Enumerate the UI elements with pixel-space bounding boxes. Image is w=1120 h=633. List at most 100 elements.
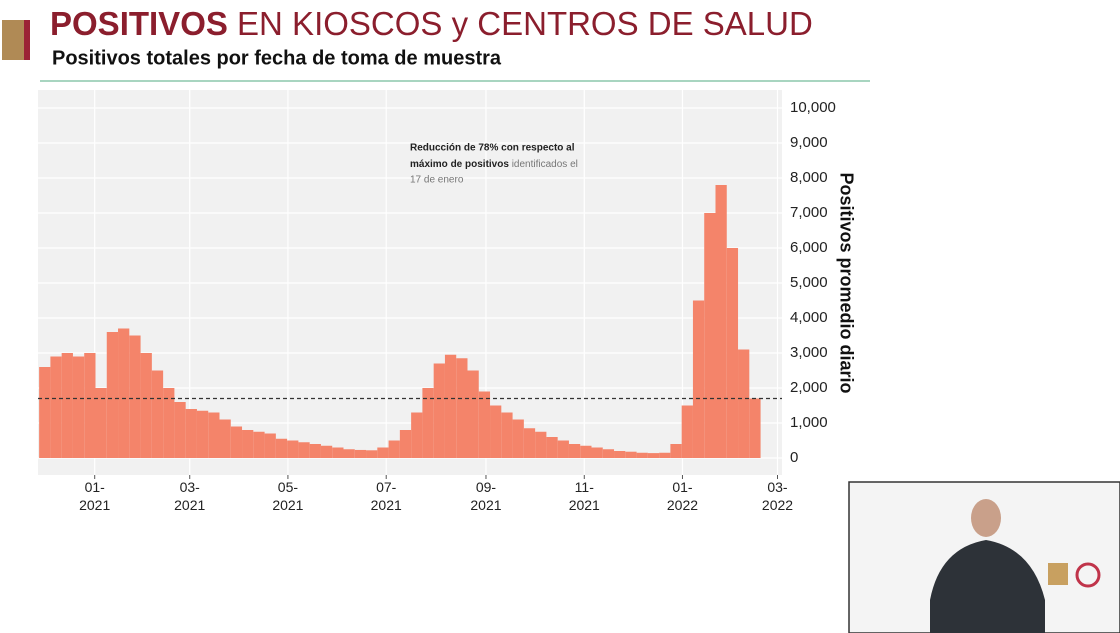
bar xyxy=(568,444,581,458)
bar xyxy=(242,430,254,458)
video-inset xyxy=(848,481,1120,633)
bar xyxy=(129,335,141,458)
bar xyxy=(512,419,524,458)
x-tick-label: 07-2021 xyxy=(371,479,402,513)
x-tick-label: 01-2022 xyxy=(667,479,698,513)
axes: 0 1,000 2,000 3,000 4,000 5,000 6,000 7,000 8,00… xyxy=(79,99,836,513)
y-tick-label: 3,000 xyxy=(790,344,828,361)
bar xyxy=(456,358,468,458)
x-tick-label: 03-2021 xyxy=(174,479,205,513)
y-axis-label: Positivos promedio diario xyxy=(836,172,856,393)
bar xyxy=(478,391,491,458)
bar xyxy=(287,440,299,458)
bars xyxy=(38,185,782,458)
bar xyxy=(670,444,682,458)
bar xyxy=(501,412,513,458)
logo-mark xyxy=(1075,562,1101,588)
speaker-head xyxy=(971,499,1001,537)
bar xyxy=(557,440,569,458)
bar xyxy=(546,437,558,458)
bar xyxy=(399,430,412,458)
accent-square xyxy=(2,20,24,60)
bar xyxy=(219,419,231,458)
bar xyxy=(591,447,603,458)
bar xyxy=(50,356,62,458)
bar xyxy=(118,328,130,458)
bar xyxy=(444,354,457,458)
y-tick-label: 4,000 xyxy=(790,309,828,326)
bar xyxy=(84,353,96,458)
bar xyxy=(174,402,186,458)
bar xyxy=(230,426,243,458)
bar xyxy=(636,452,648,458)
speaker-body xyxy=(930,540,1045,633)
bar xyxy=(140,353,152,458)
logo-shield xyxy=(1048,563,1068,585)
bar xyxy=(332,447,344,458)
bar xyxy=(366,450,378,458)
bar xyxy=(602,449,615,458)
bar xyxy=(275,438,288,458)
bar xyxy=(264,433,276,458)
annotation-rest: identificados el xyxy=(512,159,578,170)
bar xyxy=(343,449,355,458)
y-tick-label: 9,000 xyxy=(790,134,828,151)
y-tick-label: 7,000 xyxy=(790,204,828,221)
bar xyxy=(659,452,671,458)
bar xyxy=(422,388,434,458)
subtitle: Positivos totales por fecha de toma de m… xyxy=(52,47,502,69)
bar xyxy=(411,412,423,458)
y-tick-label: 8,000 xyxy=(790,169,828,186)
x-tick-label: 05-2021 xyxy=(272,479,303,513)
y-tick-label: 1,000 xyxy=(790,414,828,431)
bar xyxy=(309,444,321,458)
bar xyxy=(354,449,367,458)
bar xyxy=(377,447,389,458)
bar xyxy=(433,363,445,458)
bar xyxy=(614,451,626,458)
bar xyxy=(61,353,73,458)
annotation-bold: máximo de positivos xyxy=(410,159,509,170)
bar xyxy=(704,213,716,458)
y-tick-label: 2,000 xyxy=(790,379,828,396)
bar xyxy=(490,405,502,458)
bar xyxy=(467,370,479,458)
bar xyxy=(196,410,209,458)
y-tick-label: 6,000 xyxy=(790,239,828,256)
bar xyxy=(151,370,164,458)
slide-title: POSITIVOS EN KIOSCOS y CENTROS DE SALUD xyxy=(50,5,813,42)
y-tick-label: 10,000 xyxy=(790,99,836,116)
annotation-line: máximo de positivos identificados el xyxy=(410,159,578,170)
bar xyxy=(185,409,197,458)
bar xyxy=(535,431,547,458)
bar xyxy=(681,405,693,458)
bar xyxy=(523,428,536,458)
title-rest: EN KIOSCOS y CENTROS DE SALUD xyxy=(237,5,813,42)
bar xyxy=(388,440,400,458)
bar xyxy=(580,445,592,458)
bar xyxy=(163,388,175,458)
y-tick-label: 0 xyxy=(790,449,798,466)
bar xyxy=(726,248,739,458)
bar xyxy=(253,431,265,458)
bar xyxy=(625,451,637,458)
title-bold: POSITIVOS xyxy=(50,5,228,42)
bar xyxy=(106,332,119,458)
x-tick-label: 03-2022 xyxy=(762,479,793,513)
bar xyxy=(39,367,51,458)
x-tick-label: 01-2021 xyxy=(79,479,110,513)
bar xyxy=(738,349,750,458)
x-tick-label: 11-2021 xyxy=(569,479,600,513)
annotation-line: 17 de enero xyxy=(410,175,464,186)
annotation-line: Reducción de 78% con respecto al xyxy=(410,143,575,154)
bar xyxy=(298,442,310,458)
bar xyxy=(692,300,705,458)
bar xyxy=(715,185,727,458)
bar xyxy=(95,388,107,458)
bar xyxy=(749,398,761,458)
x-tick-label: 09-2021 xyxy=(470,479,501,513)
accent-bar xyxy=(24,20,30,60)
bar xyxy=(72,356,85,458)
bar xyxy=(320,445,333,458)
